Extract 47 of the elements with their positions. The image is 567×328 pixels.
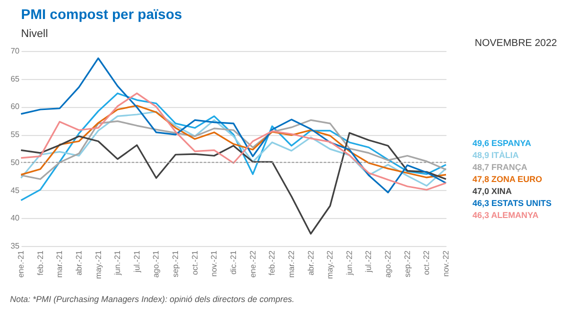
x-tick-label: dic.-21 [229,250,238,275]
x-tick-label: may.-22 [326,250,335,279]
x-tick-label: oct.-21 [190,250,200,275]
text: 47,8 ZONA EURO [472,174,542,184]
y-tick-label: 40 [10,214,20,223]
x-tick-label: nov.-21 [210,250,219,277]
x-tick-label: ago.-21 [152,250,161,278]
text: 47,0 XINA [472,186,512,196]
line-series [20,119,447,180]
legend-title: NOVEMBRE 2022 [474,38,557,49]
y-tick-label: 60 [10,102,20,112]
x-tick-label: ago.-22 [384,250,393,278]
x-tick-label: nov.-22 [442,250,450,277]
x-tick-label: ene.-22 [248,250,258,278]
x-tick-label: oct.-22 [422,250,432,275]
text: 48,9 ITÀLIA [472,150,519,160]
x-tick-label: sep.-21 [171,250,180,278]
x-tick-label: jul.-21 [132,250,142,274]
text: 46,3 ESTATS UNITS [472,198,552,208]
y-tick-label: 35 [10,242,20,250]
text: Nota: *PMI (Purchasing Managers Index): opinió dels directors de compres. [10,294,294,304]
chart-subtitle: Nivell [21,28,48,40]
x-tick-label: feb.-21 [36,250,45,276]
x-tick-label: mar.-21 [55,250,64,278]
x-tick-label: sep.-22 [402,250,412,278]
x-tick-label: feb.-22 [268,250,277,276]
y-tick-label: 65 [10,74,20,84]
line-series [20,104,447,178]
x-tick-label: ene.-21 [16,250,26,278]
chart-title: PMI compost per països [21,6,182,22]
x-tick-label: abr.-22 [306,250,316,276]
y-tick-label: 70 [10,46,20,56]
text: 49,6 ESPANYA [472,138,532,148]
x-tick-label: mar.-22 [286,250,296,278]
x-tick-label: jun.-22 [344,250,354,276]
y-tick-label: 45 [10,186,20,195]
y-tick-label: 55 [10,130,20,140]
x-tick-label: abr.-21 [74,250,84,276]
text: 46,3 ALEMANYA [472,210,538,220]
line-series [20,132,447,235]
line-series [20,57,447,194]
text: 48,7 FRANÇA [472,162,528,172]
line-series [20,110,447,187]
x-tick-label: jul.-22 [364,250,374,274]
x-tick-label: jun.-21 [113,250,122,276]
x-tick-label: may.-21 [94,250,103,279]
y-tick-label: 50 [10,158,20,167]
